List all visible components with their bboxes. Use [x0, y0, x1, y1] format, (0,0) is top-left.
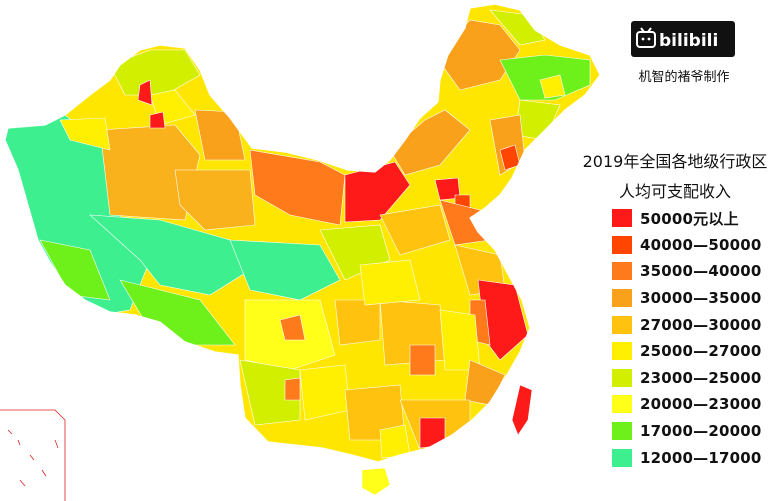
legend-label: 17000—20000	[640, 422, 762, 441]
legend-swatch	[612, 315, 632, 334]
legend-item: 50000元以上	[612, 205, 762, 232]
legend-item: 40000—50000	[612, 232, 762, 259]
legend-item: 20000—23000	[612, 391, 762, 418]
legend-swatch	[612, 342, 632, 361]
legend-swatch	[612, 289, 632, 308]
legend-swatch	[612, 235, 632, 254]
legend-label: 35000—40000	[640, 262, 762, 281]
legend-label: 20000—23000	[640, 395, 762, 414]
legend-item: 27000—30000	[612, 311, 762, 338]
bilibili-logo-icon: bilibili	[636, 27, 718, 51]
legend-swatch	[612, 209, 632, 228]
legend-title-line2: 人均可支配收入	[618, 182, 731, 201]
legend-swatch	[612, 368, 632, 387]
bilibili-logo: bilibili	[631, 21, 735, 57]
legend-swatch	[612, 262, 632, 281]
legend-title-line1: 2019年全国各地级行政区	[582, 152, 768, 171]
logo-text: bilibili	[659, 31, 718, 51]
legend-item: 35000—40000	[612, 258, 762, 285]
legend-item: 12000—17000	[612, 444, 762, 471]
legend-label: 12000—17000	[640, 448, 762, 467]
legend-swatch	[612, 395, 632, 414]
legend-swatch	[612, 448, 632, 467]
legend: 50000元以上 40000—50000 35000—40000 30000—3…	[612, 205, 762, 471]
legend-label: 30000—35000	[640, 289, 762, 308]
legend-label: 25000—27000	[640, 342, 762, 361]
legend-swatch	[612, 422, 632, 441]
legend-label: 40000—50000	[640, 235, 762, 254]
author-caption: 机智的褚爷制作	[638, 70, 730, 85]
legend-item: 23000—25000	[612, 365, 762, 392]
legend-item: 17000—20000	[612, 418, 762, 445]
legend-label: 27000—30000	[640, 315, 762, 334]
legend-label: 23000—25000	[640, 368, 762, 387]
legend-item: 30000—35000	[612, 285, 762, 312]
legend-label: 50000元以上	[640, 209, 739, 228]
legend-item: 25000—27000	[612, 338, 762, 365]
china-income-map	[0, 3, 600, 501]
